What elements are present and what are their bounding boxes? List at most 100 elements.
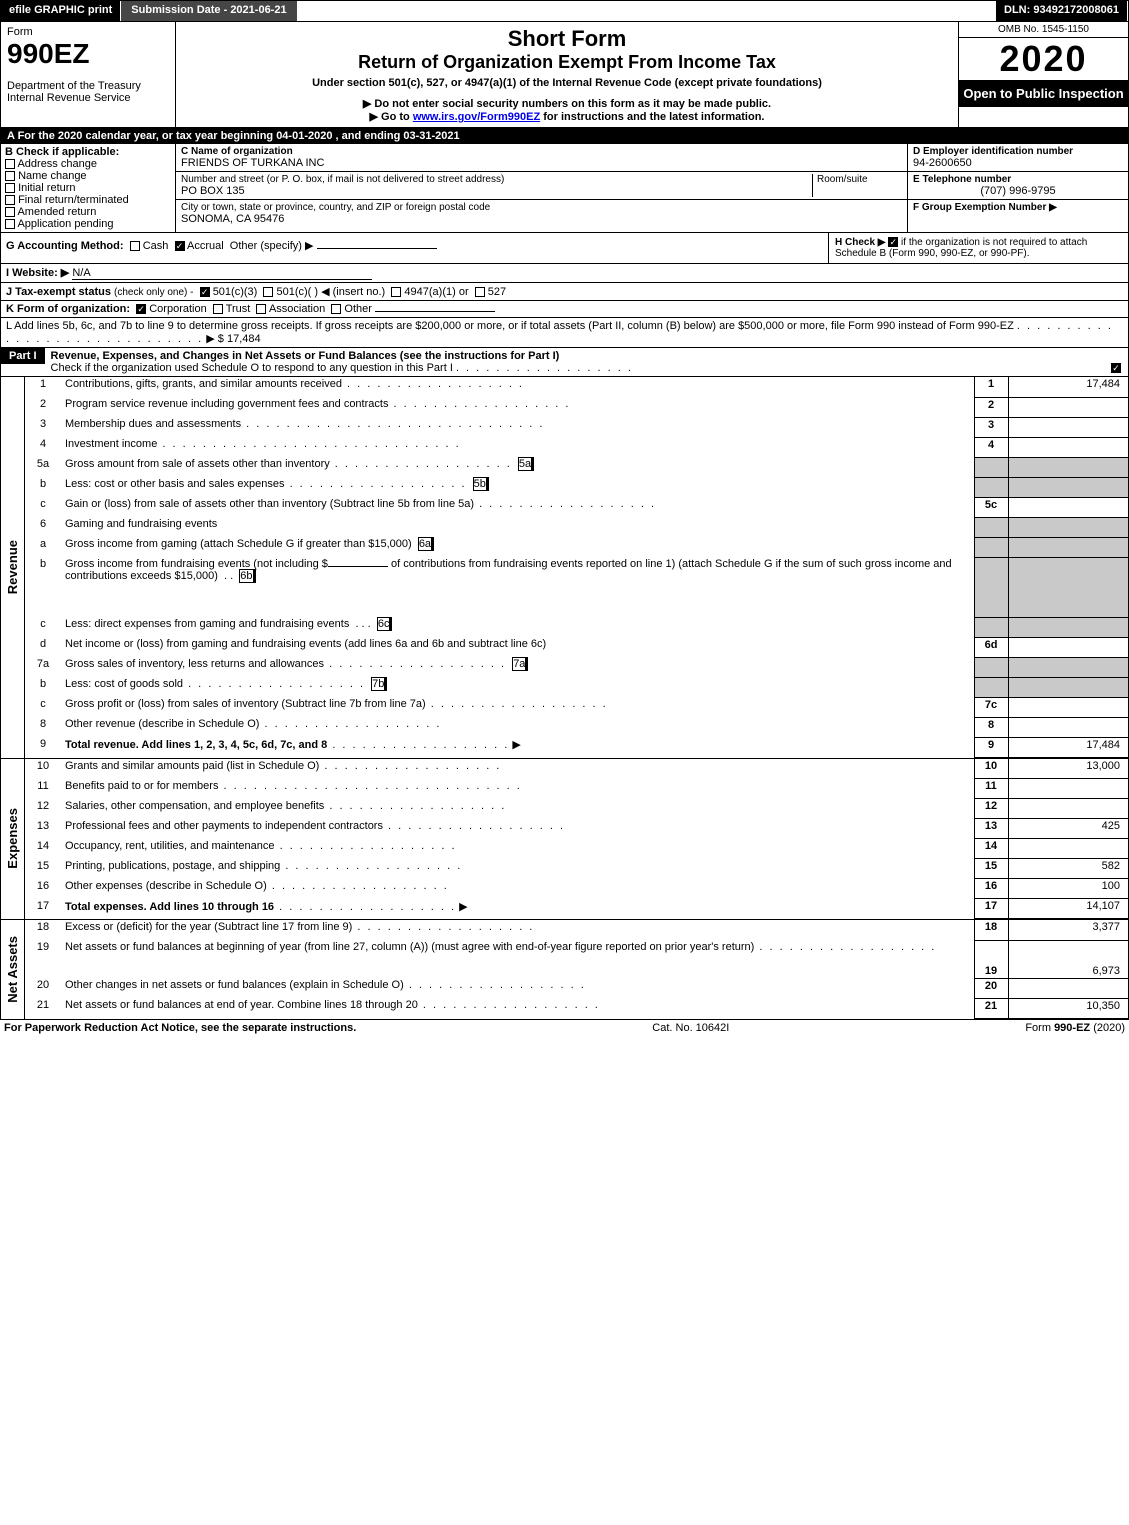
g-other: Other (specify) ▶: [230, 240, 314, 252]
netassets-section: Net Assets 18Excess or (deficit) for the…: [0, 920, 1129, 1020]
box-def: D Employer identification number 94-2600…: [908, 144, 1128, 232]
netassets-table: 18Excess or (deficit) for the year (Subt…: [25, 920, 1128, 1019]
box-c-label: C Name of organization: [181, 146, 902, 157]
submission-date: Submission Date - 2021-06-21: [121, 1, 297, 21]
ein-value: 94-2600650: [913, 157, 1123, 169]
chk-amended-return[interactable]: Amended return: [5, 206, 171, 218]
g-accrual: Accrual: [187, 240, 224, 252]
line-6a: aGross income from gaming (attach Schedu…: [25, 537, 1128, 557]
footer-left: For Paperwork Reduction Act Notice, see …: [4, 1022, 356, 1034]
line-13: 13Professional fees and other payments t…: [25, 819, 1128, 839]
chk-name-change[interactable]: Name change: [5, 170, 171, 182]
box-c: C Name of organization FRIENDS OF TURKAN…: [176, 144, 908, 232]
part1-checktxt: Check if the organization used Schedule …: [51, 362, 453, 374]
row-l: L Add lines 5b, 6c, and 7b to line 9 to …: [0, 318, 1129, 348]
i-label: I Website: ▶: [6, 267, 69, 279]
k-corp: Corporation: [149, 303, 206, 315]
j-501c: 501(c)( ) ◀ (insert no.): [277, 286, 386, 298]
chk-label: Address change: [17, 158, 97, 170]
expenses-vlabel: Expenses: [3, 804, 22, 873]
j-label: J Tax-exempt status: [6, 286, 111, 298]
line-8: 8Other revenue (describe in Schedule O)8: [25, 717, 1128, 737]
telephone-value: (707) 996-9795: [913, 185, 1123, 197]
k-assoc: Association: [269, 303, 325, 315]
line-16: 16Other expenses (describe in Schedule O…: [25, 879, 1128, 899]
return-title: Return of Organization Exempt From Incom…: [182, 52, 952, 73]
chk-schedule-o-part1[interactable]: ✓: [1111, 363, 1121, 373]
chk-label: Name change: [18, 170, 87, 182]
efile-label[interactable]: efile GRAPHIC print: [1, 1, 121, 21]
chk-address-change[interactable]: Address change: [5, 158, 171, 170]
open-to-public: Open to Public Inspection: [959, 80, 1128, 107]
box-b: B Check if applicable: Address change Na…: [1, 144, 176, 232]
chk-4947[interactable]: [391, 287, 401, 297]
k-label: K Form of organization:: [6, 303, 130, 315]
box-e-label: E Telephone number: [913, 174, 1123, 185]
note-ssn: ▶ Do not enter social security numbers o…: [182, 97, 952, 110]
g-label: G Accounting Method:: [6, 240, 124, 252]
l-value: 17,484: [227, 333, 261, 345]
line-5c: cGain or (loss) from sale of assets othe…: [25, 497, 1128, 517]
chk-schedule-b[interactable]: ✓: [888, 237, 898, 247]
line-6d: dNet income or (loss) from gaming and fu…: [25, 637, 1128, 657]
chk-label: Application pending: [17, 218, 113, 230]
g-cash: Cash: [143, 240, 169, 252]
revenue-table: 1Contributions, gifts, grants, and simil…: [25, 377, 1128, 758]
line-4: 4Investment income4: [25, 437, 1128, 457]
topbar-spacer: [298, 1, 996, 21]
line-20: 20Other changes in net assets or fund ba…: [25, 978, 1128, 998]
chk-association[interactable]: [256, 304, 266, 314]
box-d-label: D Employer identification number: [913, 146, 1123, 157]
note-goto-post: for instructions and the latest informat…: [540, 111, 764, 123]
header-center: Short Form Return of Organization Exempt…: [176, 22, 958, 127]
line-6b: bGross income from fundraising events (n…: [25, 557, 1128, 617]
line-1: 1Contributions, gifts, grants, and simil…: [25, 377, 1128, 397]
part1-title: Revenue, Expenses, and Changes in Net As…: [51, 350, 560, 362]
irs-label: Internal Revenue Service: [7, 92, 169, 104]
irs-link[interactable]: www.irs.gov/Form990EZ: [413, 111, 540, 123]
city-label: City or town, state or province, country…: [181, 202, 902, 213]
j-527: 527: [488, 286, 506, 298]
line-19: 19Net assets or fund balances at beginni…: [25, 940, 1128, 978]
chk-cash[interactable]: [130, 241, 140, 251]
form-header: Form 990EZ Department of the Treasury In…: [0, 22, 1129, 128]
line-12: 12Salaries, other compensation, and empl…: [25, 799, 1128, 819]
header-right: OMB No. 1545-1150 2020 Open to Public In…: [958, 22, 1128, 127]
form-word: Form: [7, 26, 169, 38]
chk-label: Amended return: [17, 206, 96, 218]
org-info-block: B Check if applicable: Address change Na…: [0, 144, 1129, 233]
chk-application-pending[interactable]: Application pending: [5, 218, 171, 230]
line-5a: 5aGross amount from sale of assets other…: [25, 457, 1128, 477]
line-14: 14Occupancy, rent, utilities, and mainte…: [25, 839, 1128, 859]
chk-accrual[interactable]: ✓: [175, 241, 185, 251]
row-i: I Website: ▶ N/A: [0, 264, 1129, 283]
row-g-h: G Accounting Method: Cash ✓ Accrual Othe…: [0, 233, 1129, 264]
line-21: 21Net assets or fund balances at end of …: [25, 998, 1128, 1018]
j-sub: (check only one) -: [114, 287, 193, 298]
street-address: PO BOX 135: [181, 185, 812, 197]
chk-527[interactable]: [475, 287, 485, 297]
note-goto: ▶ Go to www.irs.gov/Form990EZ for instru…: [182, 110, 952, 123]
part1-label: Part I: [1, 348, 45, 364]
line-5b: bLess: cost or other basis and sales exp…: [25, 477, 1128, 497]
chk-other-org[interactable]: [331, 304, 341, 314]
box-f-label: F Group Exemption Number ▶: [913, 202, 1123, 213]
footer-catno: Cat. No. 10642I: [652, 1022, 729, 1034]
top-bar: efile GRAPHIC print Submission Date - 20…: [0, 0, 1129, 22]
chk-501c3[interactable]: ✓: [200, 287, 210, 297]
expenses-vlabel-cell: Expenses: [1, 759, 25, 920]
line-17: 17Total expenses. Add lines 10 through 1…: [25, 899, 1128, 919]
omb-number: OMB No. 1545-1150: [959, 22, 1128, 38]
row-j: J Tax-exempt status (check only one) - ✓…: [0, 283, 1129, 301]
line-15: 15Printing, publications, postage, and s…: [25, 859, 1128, 879]
chk-final-return[interactable]: Final return/terminated: [5, 194, 171, 206]
chk-corporation[interactable]: ✓: [136, 304, 146, 314]
short-form-title: Short Form: [182, 26, 952, 52]
line-11: 11Benefits paid to or for members11: [25, 779, 1128, 799]
row-k: K Form of organization: ✓ Corporation Tr…: [0, 301, 1129, 318]
chk-501c[interactable]: [263, 287, 273, 297]
chk-initial-return[interactable]: Initial return: [5, 182, 171, 194]
chk-trust[interactable]: [213, 304, 223, 314]
form-number: 990EZ: [7, 38, 169, 70]
line-2: 2Program service revenue including gover…: [25, 397, 1128, 417]
